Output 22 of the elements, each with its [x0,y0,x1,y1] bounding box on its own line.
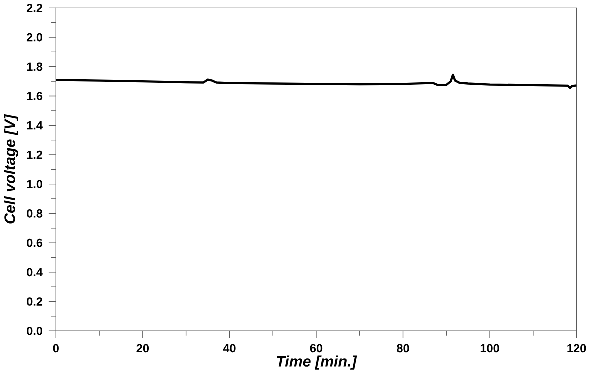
y-tick-label: 1.6 [27,92,43,100]
y-tick-label: 0.4 [27,268,43,276]
y-tick-label: 1.8 [27,62,43,71]
y-tick-label: 0.2 [27,297,43,306]
y-tick-label: 0.8 [27,209,43,218]
x-tick-label: 120 [568,344,586,353]
y-tick-label: 1.4 [27,121,43,130]
x-axis-title: Time [min.] [277,356,358,370]
line-series [56,74,577,90]
y-tick-label: 2.2 [26,4,43,12]
y-tick-label: 0.6 [27,238,43,248]
text: 1.0 [27,180,43,188]
x-tick-label: 20 [136,344,150,353]
x-tick-label: 40 [223,344,236,353]
text: 2.0 [26,33,43,42]
x-tick-label: 80 [397,344,410,353]
y-tick-label: 1.2 [27,150,43,159]
y-axis-title: Cell voltage [V] [4,114,18,224]
x-tick-label: 60 [310,344,323,353]
x-tick-label: 0 [53,344,59,353]
x-tick-label: 100 [480,344,500,353]
text: 0.0 [27,326,43,336]
